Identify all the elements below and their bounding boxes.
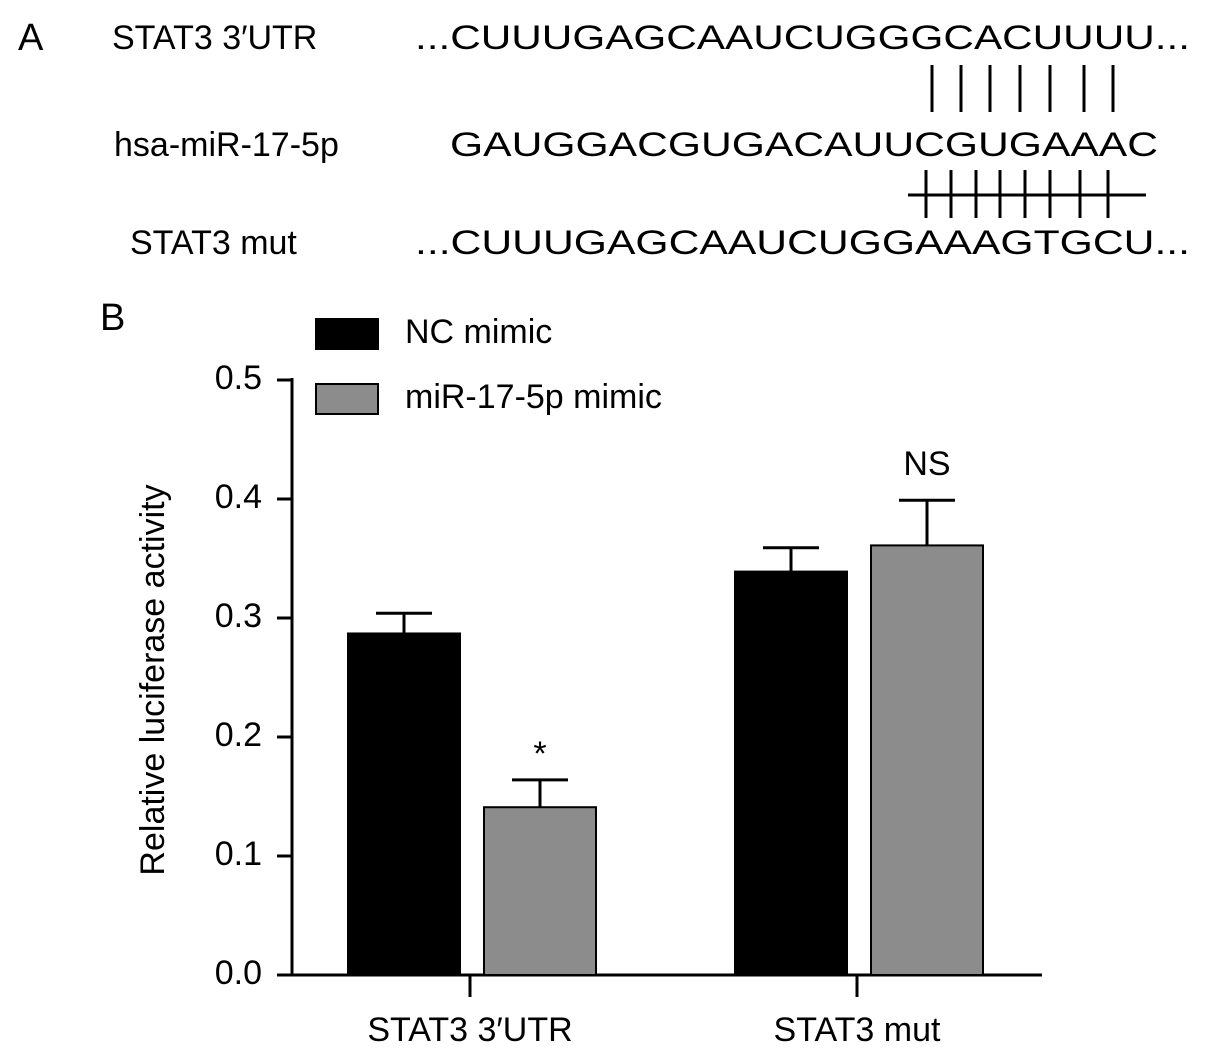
- y-tick-label: 0.2: [215, 716, 262, 754]
- pairing-lines: [930, 65, 1115, 112]
- sequence: ...CUUUGAGCAAUCUGGGCACUUUU...: [415, 19, 1190, 57]
- bar: [870, 544, 984, 976]
- sequence: GAUGGACGUGACAUUCGUGAAAC: [450, 126, 1158, 164]
- legend-swatch: [315, 383, 379, 415]
- significance-label: NS: [903, 445, 950, 483]
- bar: [483, 806, 597, 977]
- bar: [347, 632, 461, 976]
- bar: [734, 570, 848, 977]
- y-tick-label: 0.4: [215, 478, 262, 516]
- row-name: hsa-miR-17-5p: [114, 126, 339, 164]
- legend-label: miR-17-5p mimic: [405, 378, 662, 416]
- legend-swatch: [315, 318, 379, 350]
- legend-label: NC mimic: [405, 313, 552, 351]
- y-axis-label: Relative luciferase activity: [134, 484, 172, 875]
- sequence: ...CUUUGAGCAAUCUGGAAAGTGCU...: [415, 224, 1190, 262]
- panel-label: B: [100, 297, 125, 339]
- x-tick-label: STAT3 mut: [774, 1011, 941, 1049]
- y-tick-label: 0.1: [215, 835, 262, 873]
- y-tick-label: 0.0: [215, 954, 262, 992]
- mismatch-lines: [908, 170, 1146, 218]
- x-tick-label: STAT3 3′UTR: [367, 1011, 572, 1049]
- panel-label: A: [18, 17, 44, 59]
- significance-label: *: [533, 735, 546, 773]
- y-tick-label: 0.3: [215, 597, 262, 635]
- row-name: STAT3 mut: [130, 224, 297, 262]
- row-name: STAT3 3′UTR: [112, 19, 317, 57]
- y-tick-label: 0.5: [215, 359, 262, 397]
